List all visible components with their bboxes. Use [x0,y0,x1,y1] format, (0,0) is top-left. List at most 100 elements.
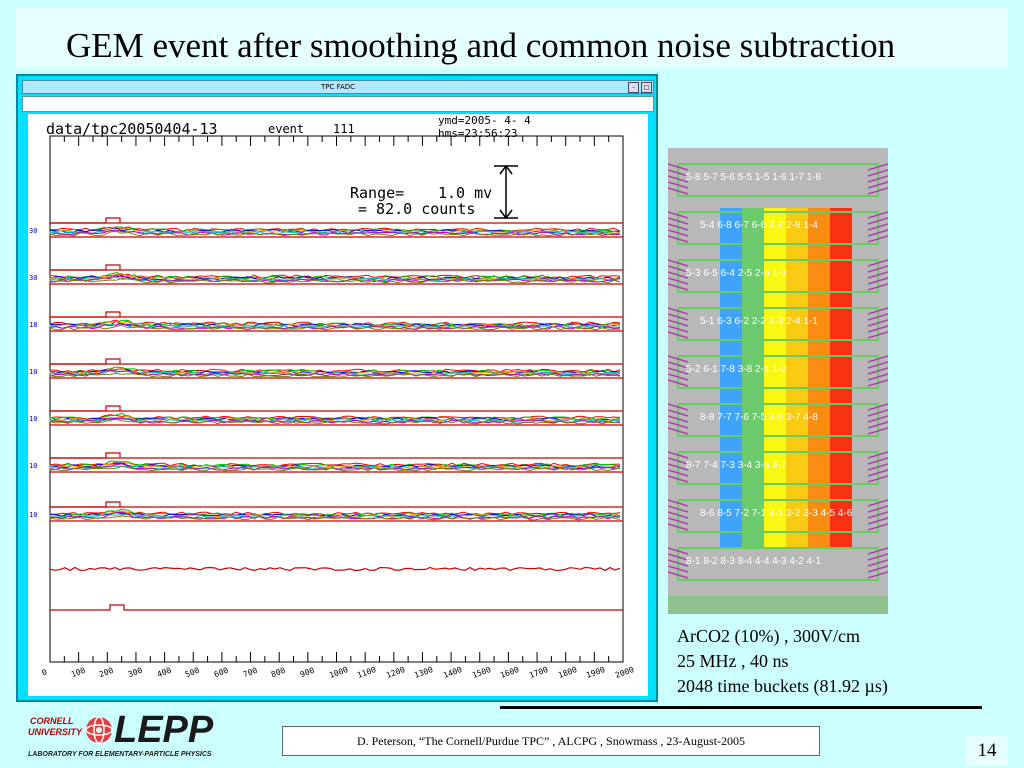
signal-trace [49,322,621,330]
pad-wire [668,169,689,177]
range-arrowhead-up [499,164,513,175]
signal-trace [49,276,621,282]
pad-wire [668,499,689,507]
event-number: 111 [333,122,355,136]
pad-wire [867,211,888,219]
signal-trace [49,277,621,284]
pad-wire [867,259,888,267]
pad-row-outline [677,259,879,293]
pad-wire [867,175,888,183]
pad-row-label: 8-7 7-4 7-3 3-4 3-5 4-7 [686,460,787,471]
signal-trace [49,369,621,377]
pad-wire [867,331,888,339]
pad-row-outline [677,355,879,389]
pad-wire [867,277,888,285]
pad-wire [867,265,888,273]
signal-trace [49,566,621,572]
pad-row-outline [677,307,879,341]
pad-wire [668,319,689,327]
pad-map-canvas [668,148,888,614]
pad-wire [668,175,689,183]
pad-wire [668,523,689,531]
pad-wire [668,553,689,561]
signal-trace [49,463,621,471]
pad-wire [668,331,689,339]
signal-trace [49,508,621,517]
logo-university: UNIVERSITY [28,727,83,737]
signal-trace [49,229,621,236]
pad-wire [668,271,689,279]
gas-info: ArCO2 (10%) , 300V/cm [677,626,860,646]
pad-row-label: 5-4 6-8 6-7 6-6 2-7 2-8 1-4 [700,220,818,231]
pad-wire [867,229,888,237]
pad-wire [867,499,888,507]
pad-row-outline [677,547,879,581]
pad-row-label: 8-1 8-2 8-3 8-4 4-4 4-3 4-2 4-1 [686,556,822,567]
signal-trace [49,372,621,378]
pad-wire [668,283,689,291]
pad-wire [668,409,689,417]
trigger-pulse [50,452,121,459]
pad-wire [867,457,888,465]
signal-trace [49,368,621,375]
pad-row-label: 5-1 6-3 6-2 2-2 2-3 2-4 1-1 [700,316,818,327]
pad-wire [668,211,689,219]
pad-wire [867,511,888,519]
signal-trace [49,418,621,425]
pad-row-label: 5-3 6-5 6-4 2-5 2-6 1-3 [686,268,787,279]
channel-label: 10 [29,415,38,423]
signal-trace [49,515,621,521]
pad-wire [867,475,888,483]
pad-wire [867,427,888,435]
pad-wire [867,355,888,363]
time-label: hms=23:56:23 [438,127,518,140]
pad-wire [668,163,689,171]
pad-wire [867,559,888,567]
channel-label: 10 [29,511,38,519]
pad-wire [668,187,689,195]
pad-row-outline [677,451,879,485]
range-arrowhead-down [499,209,513,220]
pad-wire [668,361,689,369]
signal-trace [49,465,621,472]
pad-wire [668,259,689,267]
maximize-button[interactable]: □ [641,82,652,93]
trigger-pulse [50,264,121,271]
pad-wire [668,181,689,189]
signal-trace [49,461,621,470]
pad-wire [867,409,888,417]
title-bar: GEM event after smoothing and common noi… [16,8,1008,68]
pad-wire [668,427,689,435]
footer-rule [500,706,982,709]
pad-wire [668,511,689,519]
pad-map: 5-8 5-7 5-6 5-5 1-5 1-6 1-7 1-8 5-4 6-8 6… [668,148,888,614]
trigger-pulse [50,604,623,611]
pad-wire [867,187,888,195]
pad-row-outline [677,403,879,437]
pad-wire [867,373,888,381]
footer-citation: D. Peterson, “The Cornell/Purdue TPC” , … [282,726,820,756]
pad-wire [668,517,689,525]
slide-title: GEM event after smoothing and common noi… [66,26,896,65]
range-counts: = 82.0 counts [358,200,476,218]
pad-wire [668,547,689,555]
file-label: data/tpc20050404-13 [46,120,218,138]
pad-wire [867,325,888,333]
channel-label: 30 [29,227,38,235]
pad-wire [867,565,888,573]
run-info: ArCO2 (10%) , 300V/cm 25 MHz , 40 ns 204… [677,624,888,699]
pad-wire [668,367,689,375]
pad-row-outline [677,163,879,197]
minimize-button[interactable]: - [628,82,639,93]
pad-row-label: 8-8 7-7 7-6 7-5 3-6 3-7 4-8 [700,412,818,423]
pad-wire [668,475,689,483]
trigger-pulse [50,217,121,224]
channel-label: 10 [29,462,38,470]
pad-wire [668,265,689,273]
pad-row-label: 5-8 5-7 5-6 5-5 1-5 1-6 1-7 1-8 [686,172,822,183]
window-title: TPC FADC [320,83,356,91]
signal-trace [49,324,621,331]
pad-wire [867,451,888,459]
pad-wire [867,469,888,477]
pad-wire [867,271,888,279]
